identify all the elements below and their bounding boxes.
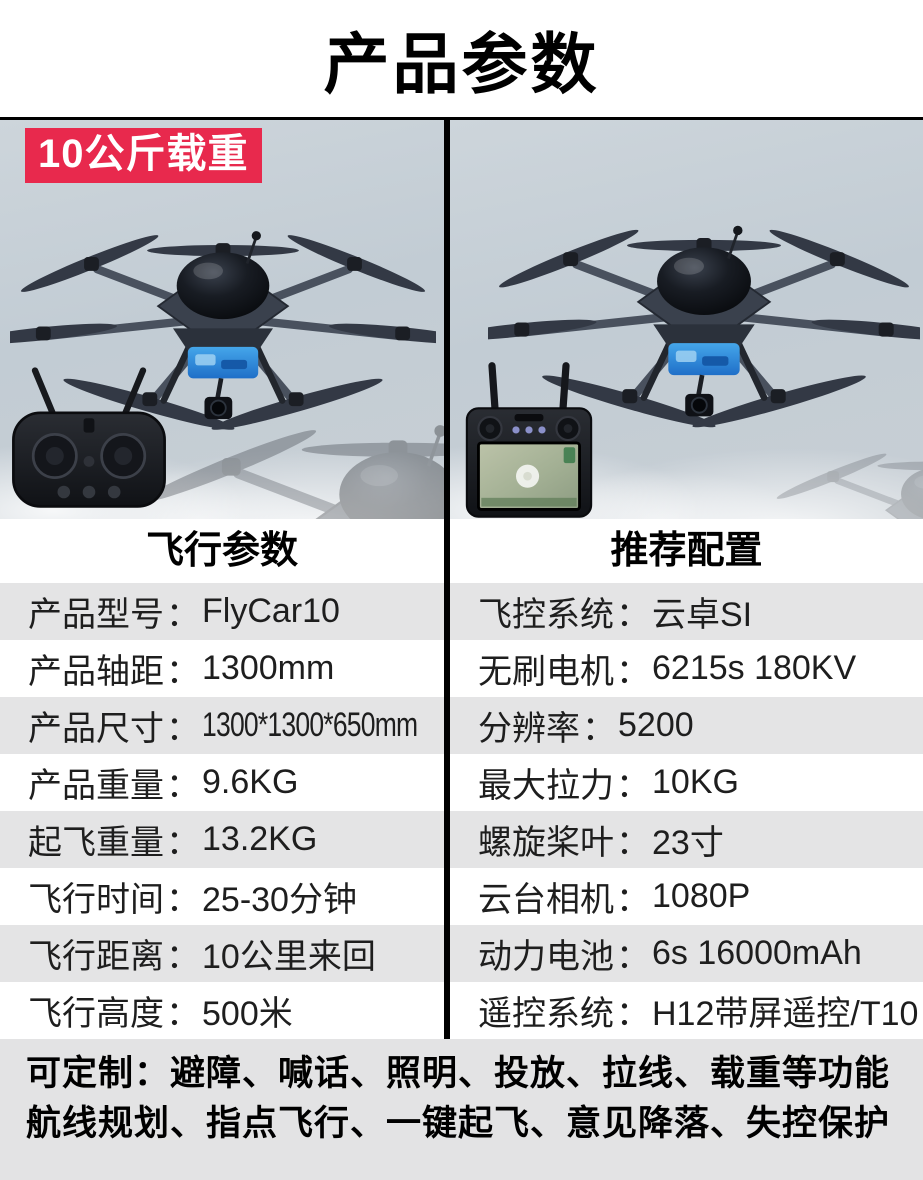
spec-value: 5200 (618, 706, 694, 744)
spec-row: 飞控系统：云卓SI (450, 583, 923, 640)
spec-value: 1300mm (202, 649, 335, 687)
page-header: 产品参数 (0, 0, 923, 117)
spec-colon: ： (166, 653, 200, 691)
spec-label: 分辨率 (478, 710, 580, 748)
spec-value: FlyCar10 (202, 592, 340, 630)
spec-value: 10KG (652, 763, 739, 801)
spec-colon: ： (616, 881, 650, 919)
spec-label: 遥控系统 (478, 995, 614, 1033)
spec-colon: ： (166, 938, 200, 976)
spec-table: 飞行参数 产品型号： FlyCar10 产品轴距： 1300mm 产品尺寸： 1300*1… (0, 519, 923, 1039)
spec-value: 9.6KG (202, 763, 299, 801)
spec-label: 飞行时间 (28, 881, 164, 919)
spec-label: 产品轴距 (28, 653, 164, 691)
customization-line-1: 可定制：避障、喊话、照明、投放、拉线、载重等功能 (26, 1054, 891, 1093)
spec-row: 动力电池： 6s 16000mAh (450, 925, 923, 982)
spec-label: 最大拉力 (478, 767, 614, 805)
recommended-config-header: 推荐配置 (450, 519, 923, 583)
spec-colon: ： (616, 767, 650, 805)
recommended-config-rows: 飞控系统：云卓SI 无刷电机： 6215s 180KV 分辨率： 5200 最大拉力： 10… (450, 583, 923, 1039)
spec-label: 云台相机 (478, 881, 614, 919)
spec-label: 飞行距离 (28, 938, 164, 976)
spec-value: H12带屏遥控/T10 (652, 995, 919, 1033)
customization-note: 可定制：避障、喊话、照明、投放、拉线、载重等功能 航线规划、指点飞行、一键起飞、… (0, 1039, 923, 1180)
spec-row: 分辨率： 5200 (450, 697, 923, 754)
spec-row: 螺旋桨叶： 23寸 (450, 811, 923, 868)
spec-row: 最大拉力： 10KG (450, 754, 923, 811)
spec-row: 产品尺寸： 1300*1300*650mm (0, 697, 444, 754)
remote-controller-illustration (8, 366, 170, 519)
spec-row: 飞行距离： 10公里来回 (0, 925, 444, 982)
spec-colon: ： (616, 938, 650, 976)
flight-params-header: 飞行参数 (0, 519, 444, 583)
product-photos: 10公斤载重 (0, 117, 923, 519)
spec-label: 无刷电机 (478, 653, 614, 691)
panel-divider (444, 120, 450, 519)
spec-row: 云台相机： 1080P (450, 868, 923, 925)
spec-colon: ： (166, 881, 200, 919)
spec-row: 飞行时间： 25-30分钟 (0, 868, 444, 925)
spec-colon: ： (582, 710, 616, 748)
spec-row: 起飞重量： 13.2KG (0, 811, 444, 868)
spec-row: 产品重量： 9.6KG (0, 754, 444, 811)
recommended-config-column: 推荐配置 飞控系统：云卓SI 无刷电机： 6215s 180KV 分辨率： 5200 最大… (450, 519, 923, 1039)
spec-value: 23寸 (652, 824, 724, 862)
spec-row: 产品轴距： 1300mm (0, 640, 444, 697)
spec-label: 起飞重量 (28, 824, 164, 862)
flight-params-column: 飞行参数 产品型号： FlyCar10 产品轴距： 1300mm 产品尺寸： 1300*1… (0, 519, 444, 1039)
spec-colon: ： (166, 824, 200, 862)
customization-line-2: 航线规划、指点飞行、一键起飞、意见降落、失控保护 (26, 1104, 891, 1143)
spec-colon: ： (166, 710, 200, 748)
spec-colon: ： (616, 995, 650, 1033)
spec-label: 螺旋桨叶 (478, 824, 614, 862)
spec-label: 产品尺寸 (28, 710, 164, 748)
spec-value: 云卓SI (652, 596, 753, 634)
flight-params-rows: 产品型号： FlyCar10 产品轴距： 1300mm 产品尺寸： 1300*1300*6… (0, 583, 444, 1039)
spec-label: 产品重量 (28, 767, 164, 805)
spec-row: 飞行高度： 500米 (0, 982, 444, 1039)
photo-panel-left: 10公斤载重 (0, 120, 444, 519)
spec-value: 500米 (202, 995, 293, 1033)
screen-remote-controller-illustration (465, 362, 593, 519)
spec-label: 飞控系统 (478, 596, 614, 634)
spec-value: 6s 16000mAh (652, 934, 862, 972)
spec-row: 产品型号： FlyCar10 (0, 583, 444, 640)
spec-label: 动力电池 (478, 938, 614, 976)
spec-value: 25-30分钟 (202, 881, 357, 919)
spec-value: 13.2KG (202, 820, 318, 858)
spec-label: 产品型号 (28, 596, 164, 634)
spec-colon: ： (616, 596, 650, 634)
payload-badge: 10公斤载重 (25, 128, 262, 183)
spec-value: 1300*1300*650mm (202, 706, 418, 744)
spec-colon: ： (166, 995, 200, 1033)
page-title: 产品参数 (323, 26, 600, 101)
spec-label: 飞行高度 (28, 995, 164, 1033)
spec-value: 1080P (652, 877, 751, 915)
spec-row: 无刷电机： 6215s 180KV (450, 640, 923, 697)
column-divider (444, 519, 450, 1039)
spec-value: 6215s 180KV (652, 649, 857, 687)
spec-row: 遥控系统： H12带屏遥控/T10 (450, 982, 923, 1039)
spec-colon: ： (616, 653, 650, 691)
photo-panel-right (450, 120, 923, 519)
spec-colon: ： (616, 824, 650, 862)
spec-colon: ： (166, 767, 200, 805)
spec-value: 10公里来回 (202, 938, 376, 976)
spec-colon: ： (166, 596, 200, 634)
